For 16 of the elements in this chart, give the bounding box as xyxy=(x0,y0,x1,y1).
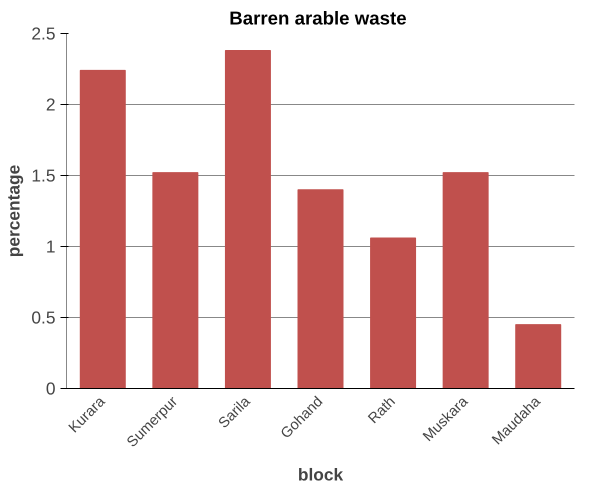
y-tick-label: 2 xyxy=(46,94,56,114)
bar xyxy=(442,172,489,388)
bar xyxy=(298,189,344,388)
y-tick-label: 2.5 xyxy=(31,24,56,44)
y-tick-label: 1 xyxy=(46,236,56,256)
y-tick-label: 1.5 xyxy=(31,166,56,186)
bar xyxy=(224,50,271,388)
chart-title: Barren arable waste xyxy=(229,8,407,28)
y-tick-label: 0.5 xyxy=(31,308,56,328)
bar xyxy=(80,70,126,388)
bar xyxy=(370,237,416,388)
bar xyxy=(515,324,562,388)
bar xyxy=(152,172,198,388)
x-axis-title: block xyxy=(298,464,344,484)
y-tick-label: 0 xyxy=(46,378,56,398)
y-axis-title: percentage xyxy=(3,164,24,258)
